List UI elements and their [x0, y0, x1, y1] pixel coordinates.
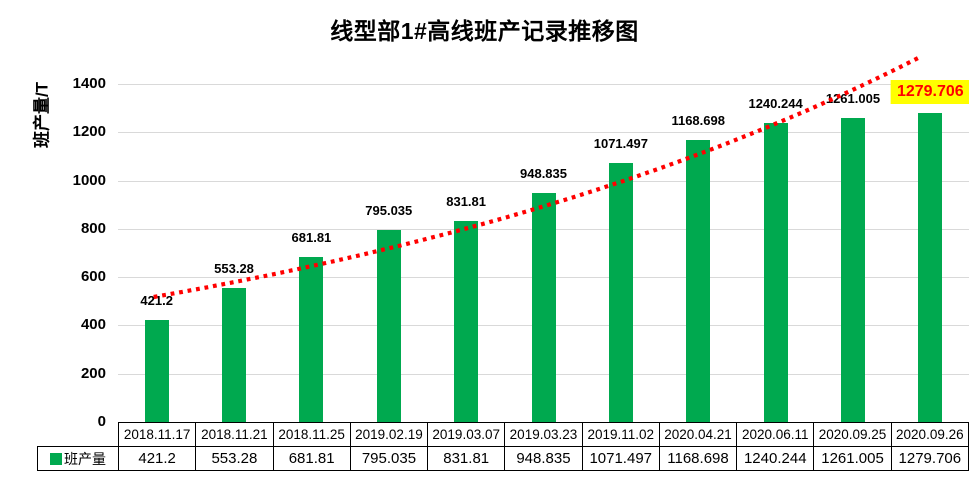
bar-value-label-highlighted: 1279.706 — [890, 80, 969, 105]
y-tick-label: 200 — [80, 364, 106, 382]
y-tick-label: 0 — [97, 413, 106, 430]
bar — [686, 139, 711, 422]
bar — [299, 257, 324, 422]
table-date-cell: 2020.09.26 — [890, 422, 969, 447]
data-table: 2018.11.17 2018.11.21 2018.11.25 2019.02.19… — [37, 422, 969, 471]
table-date-cell: 2020.04.21 — [658, 422, 738, 447]
bar-value-label: 421.2 — [140, 293, 173, 309]
bar-value-label: 681.81 — [291, 230, 332, 246]
y-tick-label: 600 — [80, 268, 106, 286]
bar-value-label: 1071.497 — [593, 136, 648, 152]
bar — [531, 193, 556, 422]
table-date-cell: 2020.09.25 — [813, 422, 892, 447]
table-value-cell: 1071.497 — [581, 446, 660, 471]
bar — [763, 122, 788, 422]
y-tick-label: 400 — [80, 316, 106, 334]
bar-value-label: 1168.698 — [671, 112, 725, 128]
legend-cell: 班产量 — [37, 446, 119, 471]
table-value-cell: 1168.698 — [658, 446, 738, 471]
bar-value-label: 1240.244 — [748, 95, 803, 111]
bar — [376, 230, 401, 422]
bar-value-label: 948.835 — [520, 166, 567, 181]
bar — [918, 113, 943, 422]
legend-swatch — [50, 452, 62, 465]
table-date-cell: 2018.11.17 — [117, 422, 197, 447]
bar-value-label: 1261.005 — [825, 90, 881, 106]
bar-value-label: 831.81 — [446, 194, 487, 210]
table-date-cell: 2019.11.02 — [581, 422, 660, 447]
bar-value-label: 795.035 — [365, 203, 413, 219]
table-value-cell: 681.81 — [272, 446, 351, 471]
table-value-cell: 1261.005 — [813, 446, 892, 471]
table-date-cell: 2019.02.19 — [349, 422, 429, 447]
bar — [608, 163, 633, 422]
table-value-cell: 1240.244 — [736, 446, 815, 471]
table-value-cell: 553.28 — [195, 446, 274, 471]
table-corner-empty — [38, 423, 119, 447]
bar — [144, 320, 169, 422]
bar-value-label: 553.28 — [214, 261, 254, 277]
bar — [840, 117, 865, 422]
gridline — [118, 84, 969, 86]
table-value-cell: 948.835 — [504, 446, 583, 471]
plot-area: 421.2 553.28 681.81 795.035 831.81 948.835 107… — [118, 56, 969, 422]
table-date-cell: 2018.11.21 — [195, 422, 274, 447]
y-tick-label: 800 — [80, 219, 106, 237]
bar — [222, 288, 247, 422]
chart-title: 线型部1#高线班产记录推移图 — [330, 18, 639, 44]
legend-series-label: 班产量 — [64, 450, 106, 467]
table-value-cell: 831.81 — [427, 446, 506, 471]
table-value-cell: 795.035 — [349, 446, 429, 471]
y-tick-label: 1000 — [72, 171, 106, 189]
table-date-cell: 2020.06.11 — [736, 422, 815, 447]
table-date-cell: 2018.11.25 — [272, 422, 351, 447]
table-date-cell: 2019.03.23 — [504, 422, 583, 447]
y-tick-label: 1200 — [72, 123, 106, 141]
y-tick-label: 1400 — [72, 75, 106, 93]
table-value-cell: 421.2 — [117, 446, 197, 471]
table-date-cell: 2019.03.07 — [427, 422, 506, 447]
table-value-cell: 1279.706 — [890, 446, 969, 471]
bar — [454, 221, 479, 422]
